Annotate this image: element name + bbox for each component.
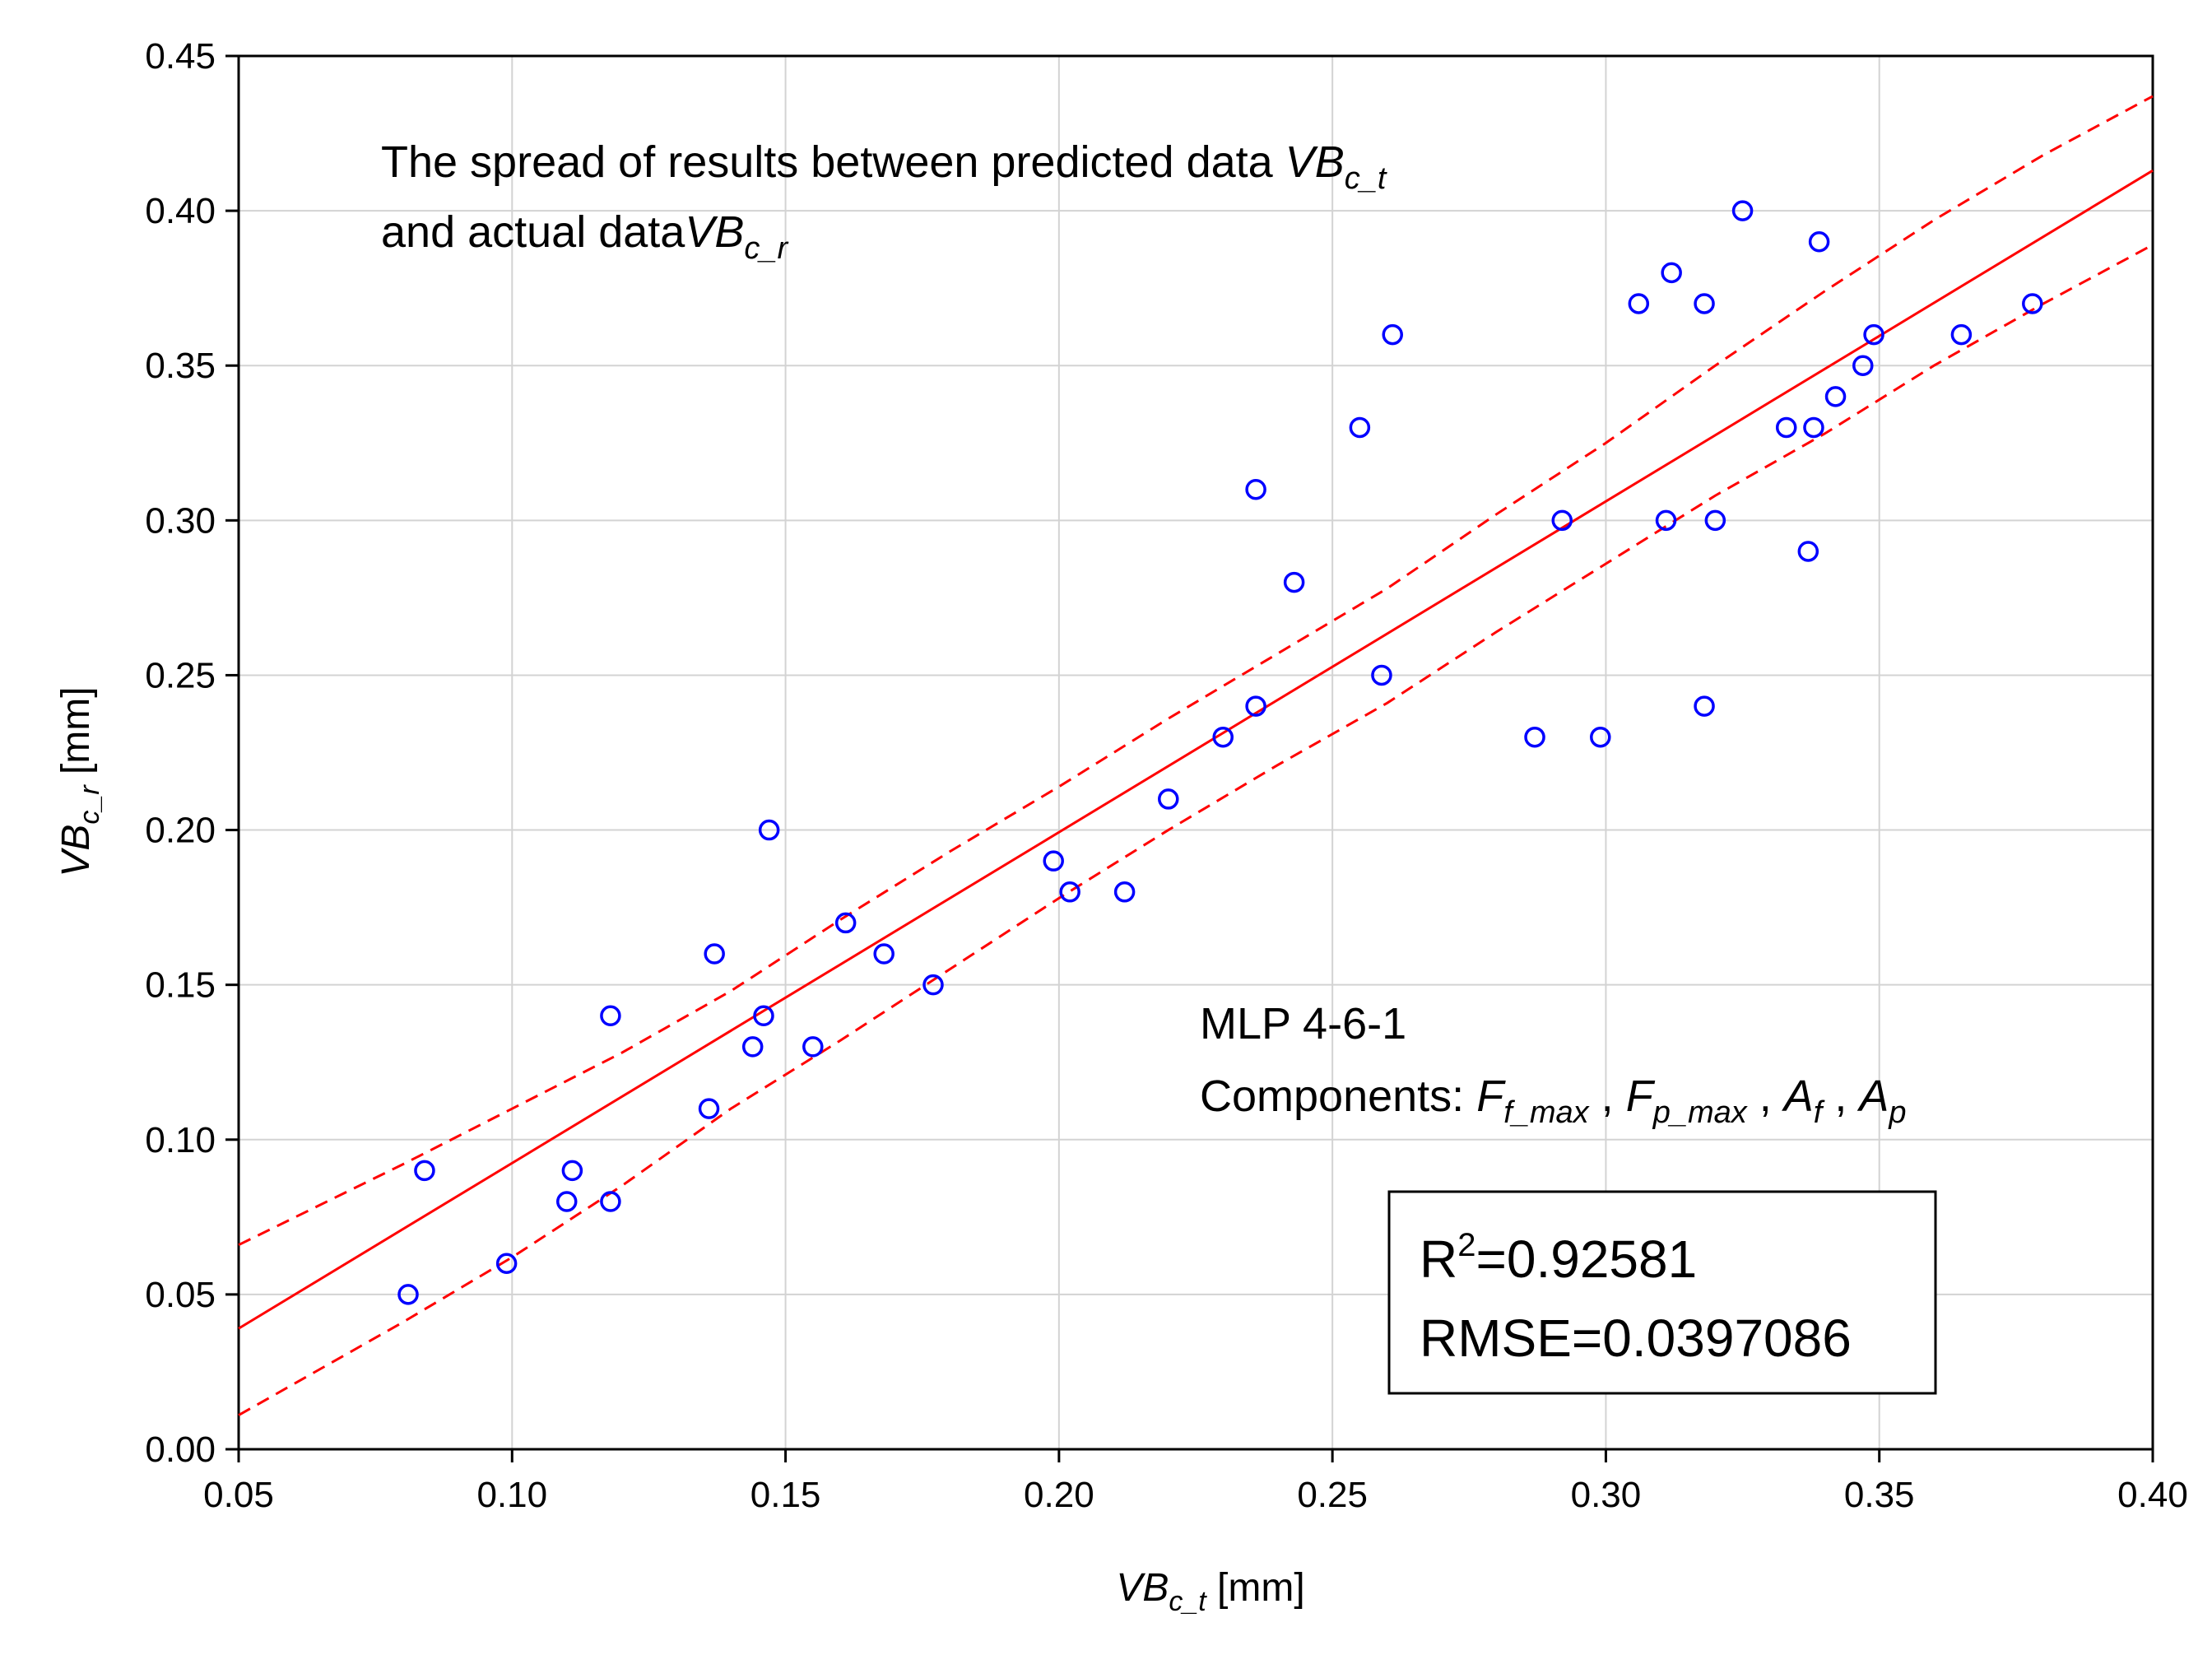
data-point: [1371, 664, 1392, 686]
data-point: [922, 974, 944, 996]
y-tick-label: 0.35: [145, 346, 216, 386]
scatter-chart: 0.05 0.10 0.15 0.20 0.25 0.30 0.35 0.40 0.00 0.05…: [54, 36, 2188, 1617]
data-point: [1245, 695, 1266, 717]
data-point: [1775, 416, 1797, 439]
y-tick-label: 0.00: [145, 1430, 216, 1470]
data-point: [397, 1284, 419, 1305]
data-point: [1212, 726, 1234, 748]
x-axis-title: VBc_t [mm]: [1116, 1566, 1304, 1617]
annotation-line-2: and actual dataVBc_r: [381, 207, 788, 266]
data-point: [1349, 416, 1371, 439]
x-tick-label: 0.05: [203, 1475, 274, 1515]
model-name: MLP 4-6-1: [1200, 999, 1406, 1048]
confidence-lower-line: [238, 244, 2154, 1416]
y-tick-label: 0.25: [145, 655, 216, 695]
data-point: [698, 1098, 720, 1119]
data-point: [1524, 726, 1545, 748]
data-point: [1661, 262, 1682, 284]
x-tick-label: 0.30: [1571, 1475, 1642, 1515]
data-point: [834, 912, 857, 934]
confidence-band-layer: [238, 95, 2154, 1416]
data-point: [414, 1160, 435, 1182]
data-point: [753, 1005, 774, 1027]
data-point: [1043, 850, 1064, 872]
data-point: [2022, 293, 2043, 314]
data-point: [1797, 541, 1819, 562]
data-point: [1283, 571, 1305, 593]
data-point: [873, 943, 895, 965]
data-point: [741, 1036, 764, 1058]
data-point: [1158, 788, 1179, 810]
data-point: [600, 1005, 621, 1027]
x-tick-label: 0.25: [1297, 1475, 1368, 1515]
stats-box: [1387, 1190, 1937, 1395]
data-point: [555, 1191, 578, 1212]
rmse-label: RMSE=0.0397086: [1420, 1309, 1852, 1368]
x-tick-label: 0.10: [476, 1475, 547, 1515]
data-point: [1852, 355, 1874, 376]
data-point: [1245, 478, 1266, 500]
x-tick-label: 0.15: [750, 1475, 821, 1515]
data-point: [600, 1191, 621, 1212]
data-point: [561, 1160, 583, 1182]
data-point: [1694, 293, 1715, 314]
data-point: [1551, 509, 1573, 532]
data-point: [1950, 323, 1973, 346]
data-point: [495, 1253, 518, 1275]
model-components: Components: Ff_max , Fp_max , Af , Ap: [1200, 1072, 1907, 1130]
data-point: [1863, 323, 1884, 346]
r-squared-label: R2=0.92581: [1420, 1227, 1697, 1289]
grid-layer: [239, 56, 2153, 1449]
confidence-upper-line: [238, 95, 2154, 1247]
x-tick-label: 0.40: [2117, 1475, 2188, 1515]
data-point: [1590, 726, 1611, 748]
data-point: [1694, 695, 1715, 717]
data-point: [704, 943, 725, 965]
y-tick-label: 0.10: [145, 1120, 216, 1160]
data-point: [1113, 881, 1136, 903]
x-tick-label: 0.35: [1844, 1475, 1915, 1515]
axis-layer: 0.05 0.10 0.15 0.20 0.25 0.30 0.35 0.40 0.00 0.05…: [145, 36, 2187, 1515]
y-tick-label: 0.45: [145, 36, 216, 77]
data-point: [1808, 230, 1830, 253]
point-layer: [397, 200, 2043, 1305]
data-point: [802, 1036, 824, 1058]
y-tick-label: 0.40: [145, 191, 216, 231]
data-point: [1382, 323, 1403, 346]
annotation-line-1: The spread of results between predicted …: [381, 137, 1387, 196]
data-point: [758, 819, 780, 841]
data-point: [1803, 416, 1824, 439]
data-point: [1731, 200, 1754, 221]
data-point: [1628, 293, 1650, 314]
y-tick-label: 0.05: [145, 1275, 216, 1315]
y-tick-label: 0.30: [145, 500, 216, 541]
data-point: [1704, 509, 1726, 532]
chart-frame: 0.05 0.10 0.15 0.20 0.25 0.30 0.35 0.40 0.00 0.05…: [23, 0, 2189, 1655]
data-point: [1824, 386, 1847, 407]
y-axis-title: VBc_r [mm]: [54, 686, 105, 876]
plot-border: [237, 54, 2154, 1451]
x-tick-label: 0.20: [1024, 1475, 1094, 1515]
y-tick-label: 0.15: [145, 965, 216, 1006]
regression-line: [238, 169, 2154, 1330]
data-point: [1059, 881, 1080, 903]
y-tick-label: 0.20: [145, 811, 216, 851]
data-point: [1655, 509, 1677, 532]
